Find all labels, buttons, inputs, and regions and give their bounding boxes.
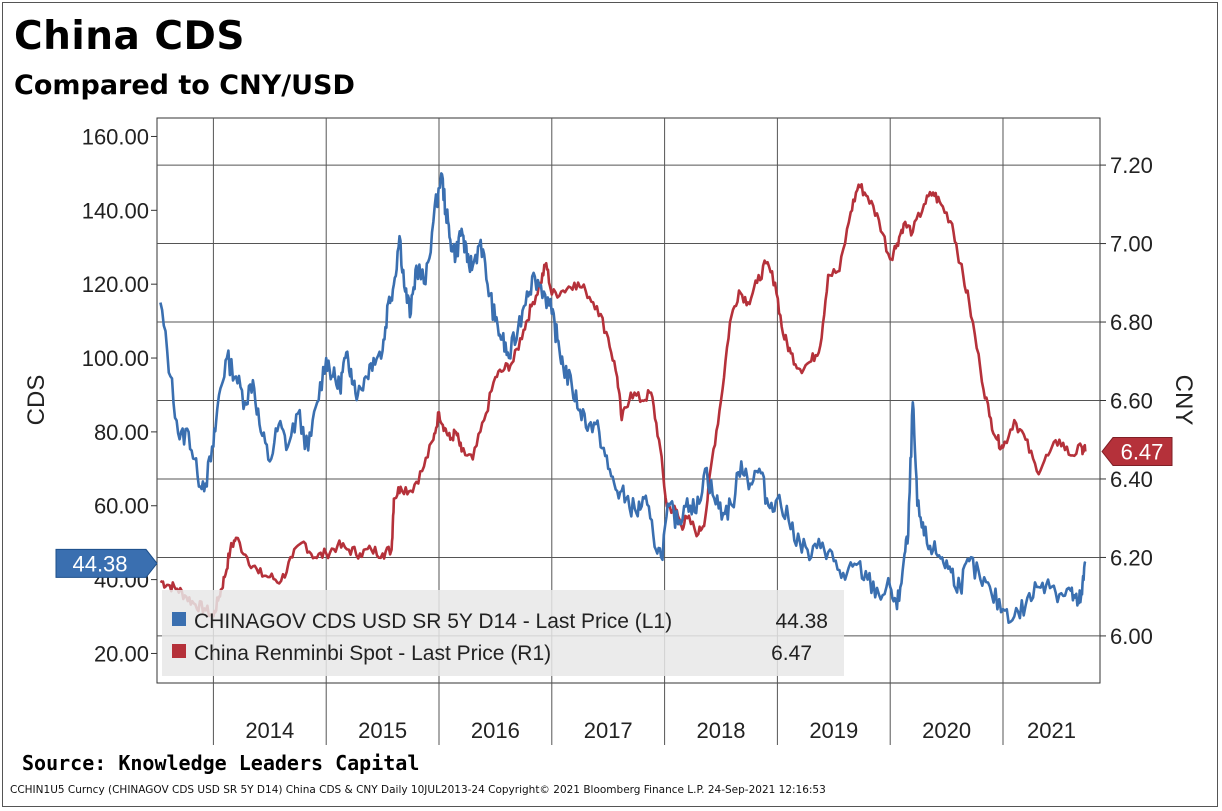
x-axis: 2014 2015 2016 2017 2018 2019 2020 2021: [245, 718, 1076, 743]
y-tick-label: 20.00: [94, 641, 149, 666]
chart-title: China CDS: [14, 14, 245, 59]
legend-background: [162, 590, 844, 676]
source-note: Source: Knowledge Leaders Capital: [22, 751, 420, 775]
y-tick-label: 100.00: [82, 346, 149, 371]
last-value-badge-cny-shape: [1101, 437, 1173, 467]
x-tick-label: 2014: [245, 718, 294, 743]
y2-tick-label: 6.80: [1110, 310, 1153, 335]
legend-value-cny: 6.47: [771, 642, 812, 665]
y2-tick-label: 7.20: [1110, 153, 1153, 178]
x-tick-label: 2020: [922, 718, 971, 743]
y2-tick-label: 6.20: [1110, 545, 1153, 570]
y-tick-label: 60.00: [94, 494, 149, 519]
x-tick-label: 2015: [358, 718, 407, 743]
y2-tick-label: 7.00: [1110, 232, 1153, 257]
y-tick-label: 160.00: [82, 124, 149, 149]
bloomberg-footer: CCHIN1U5 Curncy (CHINAGOV CDS USD SR 5Y …: [10, 784, 826, 796]
y2-tick-label: 6.40: [1110, 467, 1153, 492]
legend-label-cds: CHINAGOV CDS USD SR 5Y D14 - Last Price …: [194, 610, 672, 633]
last-value-badge-cny: 6.47: [1121, 440, 1164, 465]
series-line-cds: [159, 172, 1087, 624]
x-tick-label: 2019: [809, 718, 858, 743]
y2-tick-label: 6.60: [1110, 389, 1153, 414]
left-axis-title: CDS: [23, 375, 50, 426]
y-tick-label: 120.00: [82, 272, 149, 297]
series-lines: [159, 172, 1087, 624]
x-tick-label: 2016: [471, 718, 520, 743]
chart-subtitle: Compared to CNY/USD: [14, 70, 355, 101]
legend-swatch-cny: [172, 644, 186, 658]
series-line-cny: [159, 183, 1087, 618]
y-tick-label: 140.00: [82, 198, 149, 223]
y-tick-label: 80.00: [94, 420, 149, 445]
right-axis-title: CNY: [1170, 375, 1197, 426]
y2-tick-label: 6.00: [1110, 624, 1153, 649]
last-value-badge-cds: 44.38: [72, 551, 127, 576]
legend-swatch-cds: [172, 612, 186, 626]
x-tick-label: 2021: [1027, 718, 1076, 743]
right-y-axis: 6.00 6.20 6.40 6.60 6.80 7.00 7.20: [1100, 153, 1153, 649]
x-tick-label: 2017: [584, 718, 633, 743]
last-value-badge-cds-shape: [55, 548, 158, 578]
grid-lines: [156, 117, 1101, 745]
left-y-axis: 20.0040.0060.0080.00100.00120.00140.0016…: [82, 124, 157, 666]
x-tick-label: 2018: [697, 718, 746, 743]
legend-value-cds: 44.38: [775, 610, 828, 633]
legend: CHINAGOV CDS USD SR 5Y D14 - Last Price …: [162, 590, 844, 676]
last-value-badges: 44.38 6.47: [55, 437, 1173, 578]
legend-label-cny: China Renminbi Spot - Last Price (R1): [194, 642, 551, 665]
